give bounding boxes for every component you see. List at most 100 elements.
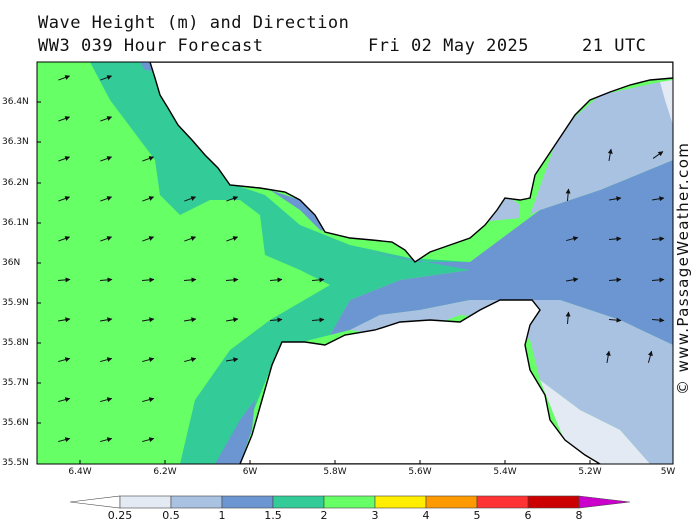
- wave-arrow: [651, 236, 665, 242]
- wave-arrow: [100, 397, 113, 403]
- wave-direction-arrows: [57, 75, 665, 443]
- wave-arrow: [609, 196, 622, 202]
- wave-arrow: [100, 236, 113, 242]
- colorbar-label: 8: [575, 509, 583, 522]
- wave-arrow: [226, 357, 239, 363]
- wave-zone-1-1.5m: [140, 62, 673, 464]
- wave-arrow: [608, 317, 622, 323]
- lat-label: 35.7N: [2, 378, 29, 388]
- wave-arrow: [142, 357, 155, 363]
- wave-arrow: [184, 357, 197, 363]
- wave-arrow: [652, 151, 664, 159]
- wave-arrow: [566, 236, 579, 242]
- lat-label: 35.6N: [2, 418, 29, 428]
- colorbar-label: 0.5: [162, 509, 180, 522]
- wave-arrow: [58, 116, 71, 122]
- wave-arrow: [141, 277, 155, 283]
- wave-arrow: [184, 236, 197, 242]
- wave-arrow: [100, 75, 113, 81]
- wave-arrow: [58, 196, 71, 202]
- wave-zone-1.5-2m: [90, 62, 470, 464]
- wave-arrow: [142, 156, 155, 162]
- wave-arrow: [566, 277, 579, 283]
- wave-arrow: [142, 397, 155, 403]
- colorbar: [69, 495, 631, 509]
- wave-arrow: [605, 350, 611, 363]
- wave-arrow: [100, 156, 113, 162]
- lat-label: 35.9N: [2, 298, 29, 308]
- wave-arrow: [100, 437, 113, 443]
- land-spain: [149, 62, 673, 263]
- chart-title: Wave Height (m) and Direction: [38, 13, 350, 33]
- lon-label: 5W: [660, 467, 676, 477]
- site-credit: © www.PassageWeather.com: [674, 141, 692, 395]
- colorbar-label: 0.25: [107, 509, 133, 522]
- wave-arrow: [142, 196, 155, 202]
- wave-arrow: [58, 357, 71, 363]
- wave-arrow: [100, 196, 113, 202]
- wave-arrow: [57, 277, 71, 283]
- wave-arrow: [226, 196, 239, 202]
- wave-arrow: [58, 317, 71, 323]
- wave-arrow: [142, 236, 155, 242]
- wave-arrow: [647, 350, 653, 363]
- axis-ticks: [37, 101, 591, 464]
- lat-label: 36.1N: [2, 218, 29, 228]
- lon-label: 5.4W: [493, 467, 517, 477]
- colorbar-label: 1: [218, 509, 226, 522]
- lat-label: 36.4N: [2, 97, 29, 107]
- wave-arrow: [183, 277, 197, 283]
- wave-arrow: [184, 196, 197, 202]
- lon-label: 5.6W: [408, 467, 432, 477]
- wave-arrow: [311, 277, 325, 283]
- wave-arrow: [100, 317, 113, 323]
- wave-zone-0.5-1m: [350, 80, 673, 464]
- land-morocco: [239, 299, 602, 464]
- lat-label: 35.5N: [2, 458, 29, 468]
- forecast-date: Fri 02 May 2025: [368, 36, 530, 56]
- wave-arrow: [652, 196, 665, 202]
- wave-arrow: [58, 75, 71, 81]
- lon-label: 6.4W: [68, 467, 92, 477]
- wave-arrow: [269, 317, 283, 323]
- colorbar-label: 1.5: [264, 509, 282, 522]
- wave-arrow: [184, 317, 197, 323]
- colorbar-label: 3: [371, 509, 379, 522]
- lon-label: 5.8W: [323, 467, 347, 477]
- wave-arrow: [100, 116, 113, 122]
- wave-arrow: [269, 277, 283, 283]
- colorbar-label: 2: [320, 509, 328, 522]
- wave-arrow: [100, 357, 113, 363]
- wave-arrow: [142, 317, 155, 323]
- colorbar-label: 5: [473, 509, 481, 522]
- colorbar-label: 4: [422, 509, 430, 522]
- wave-arrow: [607, 148, 613, 161]
- lon-label: 5.2W: [578, 467, 602, 477]
- forecast-time: 21 UTC: [582, 36, 647, 56]
- wave-arrow: [651, 317, 665, 323]
- lon-label: 6.2W: [153, 467, 177, 477]
- wave-arrow: [99, 277, 113, 283]
- wave-arrow: [226, 317, 239, 323]
- lat-label: 36.3N: [2, 137, 29, 147]
- wave-arrow: [58, 236, 71, 242]
- wave-arrow: [142, 437, 155, 443]
- lat-label: 35.8N: [2, 338, 29, 348]
- wave-arrow: [226, 236, 239, 242]
- wave-arrow: [58, 397, 71, 403]
- colorbar-label: 6: [524, 509, 532, 522]
- wave-arrow: [565, 311, 571, 325]
- forecast-label: WW3 039 Hour Forecast: [38, 36, 264, 56]
- wave-arrow: [311, 317, 325, 323]
- lat-label: 36.2N: [2, 178, 29, 188]
- wave-arrow: [58, 437, 71, 443]
- wave-arrow: [565, 188, 571, 202]
- wave-arrow: [651, 277, 665, 283]
- lon-label: 6W: [242, 467, 258, 477]
- wave-arrow: [608, 277, 622, 283]
- wave-arrow: [58, 156, 71, 162]
- wave-arrow: [608, 236, 622, 242]
- lat-label: 36N: [2, 258, 21, 268]
- wave-arrow: [225, 277, 239, 283]
